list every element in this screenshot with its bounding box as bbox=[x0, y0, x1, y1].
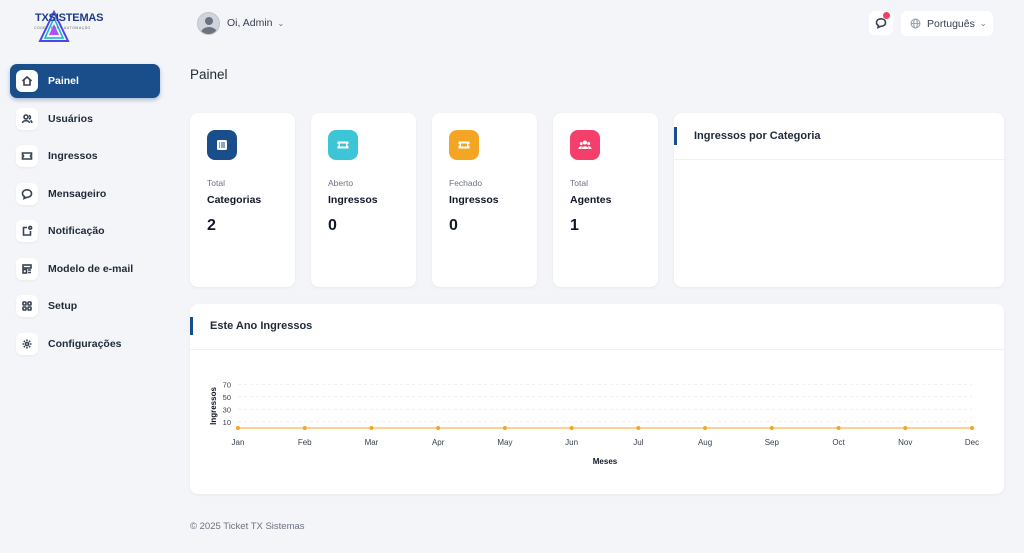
stat-card-categorias: Total Categorias 2 bbox=[190, 113, 295, 287]
globe-icon bbox=[910, 18, 921, 29]
sidebar-item-painel[interactable]: Painel bbox=[10, 64, 160, 98]
list-icon bbox=[207, 130, 237, 160]
divider bbox=[190, 349, 1004, 350]
divider bbox=[674, 159, 1004, 160]
stat-value: 1 bbox=[570, 217, 579, 234]
sidebar-item-label: Usuários bbox=[48, 112, 93, 125]
x-tick-label: Oct bbox=[832, 438, 845, 447]
grid-icon bbox=[16, 295, 38, 317]
x-tick-label: Nov bbox=[898, 438, 912, 447]
data-point bbox=[436, 426, 441, 430]
sidebar-item-label: Setup bbox=[48, 300, 78, 312]
x-tick-label: Jun bbox=[565, 438, 578, 447]
sidebar-item-label: Painel bbox=[48, 75, 79, 87]
sidebar-item-label: Configurações bbox=[48, 337, 122, 350]
brand-tagline: CODE · ERP · AUTOMAÇÃO bbox=[34, 26, 91, 30]
chat-icon bbox=[875, 17, 887, 29]
y-tick-label: 30 bbox=[223, 405, 231, 414]
language-label: Português bbox=[927, 17, 975, 30]
brand-name: TXSISTEMAS bbox=[35, 12, 104, 24]
data-point bbox=[302, 426, 307, 430]
ticket-icon bbox=[328, 130, 358, 160]
stat-name: Ingressos bbox=[449, 194, 499, 206]
sidebar: TXSISTEMAS CODE · ERP · AUTOMAÇÃO Painel… bbox=[0, 0, 170, 553]
home-icon bbox=[16, 70, 38, 92]
x-tick-label: Mar bbox=[365, 438, 379, 447]
data-point bbox=[903, 426, 908, 430]
x-tick-label: Jul bbox=[633, 438, 643, 447]
x-axis-label: Meses bbox=[593, 457, 618, 466]
stat-name: Ingressos bbox=[328, 194, 378, 206]
x-tick-label: Dec bbox=[965, 438, 979, 447]
users-icon bbox=[570, 130, 600, 160]
stat-name: Agentes bbox=[570, 194, 612, 206]
stat-card-ingressos-abertos: Aberto Ingressos 0 bbox=[311, 113, 416, 287]
sidebar-item-label: Notificação bbox=[48, 225, 105, 237]
sidebar-item-configuracoes[interactable]: Configurações bbox=[10, 327, 160, 361]
stat-caption: Fechado bbox=[449, 178, 483, 188]
stat-name: Categorias bbox=[207, 194, 262, 206]
sidebar-nav: Painel Usuários Ingressos Mensageiro Not… bbox=[10, 64, 160, 364]
x-tick-label: Sep bbox=[765, 438, 780, 447]
sidebar-item-label: Modelo de e-mail bbox=[48, 262, 134, 275]
notification-dot bbox=[883, 12, 890, 19]
users-icon bbox=[16, 107, 38, 130]
notification-icon bbox=[16, 220, 38, 242]
chat-button[interactable] bbox=[869, 11, 893, 35]
y-tick-label: 50 bbox=[223, 393, 231, 402]
data-point bbox=[769, 426, 774, 430]
message-icon bbox=[16, 182, 38, 205]
chevron-down-icon: ⌄ bbox=[979, 19, 987, 28]
sidebar-item-modelo-email[interactable]: Modelo de e-mail bbox=[10, 252, 160, 286]
data-point bbox=[836, 426, 841, 430]
data-point bbox=[502, 426, 507, 430]
sidebar-item-setup[interactable]: Setup bbox=[10, 289, 160, 323]
chevron-down-icon: ⌄ bbox=[277, 18, 285, 28]
stat-caption: Aberto bbox=[328, 178, 354, 188]
y-axis-label: Ingressos bbox=[209, 387, 218, 425]
stat-value: 2 bbox=[207, 217, 216, 234]
category-panel: Ingressos por Categoria bbox=[674, 113, 1004, 287]
x-tick-label: Apr bbox=[432, 438, 445, 447]
x-tick-label: Feb bbox=[298, 438, 312, 447]
stat-card-agentes: Total Agentes 1 bbox=[553, 113, 658, 287]
gear-icon bbox=[16, 332, 38, 355]
stat-caption: Total bbox=[570, 178, 588, 188]
data-point bbox=[236, 426, 240, 430]
avatar bbox=[197, 11, 220, 35]
x-tick-label: Aug bbox=[698, 438, 712, 447]
data-point bbox=[970, 426, 974, 430]
ticket-icon bbox=[449, 130, 479, 160]
stat-card-ingressos-fechados: Fechado Ingressos 0 bbox=[432, 113, 537, 287]
category-panel-title: Ingressos por Categoria bbox=[674, 127, 821, 145]
template-icon bbox=[16, 257, 38, 280]
y-tick-label: 70 bbox=[223, 380, 231, 389]
data-point bbox=[703, 426, 708, 430]
ticket-icon bbox=[16, 145, 38, 167]
sidebar-item-label: Mensageiro bbox=[48, 187, 107, 200]
sidebar-item-notificacao[interactable]: Notificação bbox=[10, 214, 160, 248]
year-panel: Este Ano Ingressos 10 30 50 70 Jan Feb Mar Apr M… bbox=[190, 304, 1004, 494]
y-tick-label: 10 bbox=[223, 418, 231, 427]
user-menu[interactable]: Oi, Admin ⌄ bbox=[197, 10, 284, 36]
brand-logo bbox=[38, 10, 70, 42]
stat-value: 0 bbox=[449, 217, 458, 234]
sidebar-item-usuarios[interactable]: Usuários bbox=[10, 102, 160, 136]
user-greeting: Oi, Admin bbox=[227, 17, 273, 29]
data-point bbox=[569, 426, 574, 430]
language-select[interactable]: Português ⌄ bbox=[901, 11, 993, 36]
tickets-line-chart: 10 30 50 70 Jan Feb Mar Apr May Jun Jul Aug Sep Oct No… bbox=[209, 380, 979, 466]
footer-copyright: © 2025 Ticket TX Sistemas bbox=[190, 521, 305, 532]
sidebar-item-ingressos[interactable]: Ingressos bbox=[10, 139, 160, 173]
sidebar-item-label: Ingressos bbox=[48, 150, 98, 162]
year-panel-title: Este Ano Ingressos bbox=[190, 317, 312, 335]
sidebar-item-mensageiro[interactable]: Mensageiro bbox=[10, 177, 160, 211]
stat-value: 0 bbox=[328, 217, 337, 234]
data-point bbox=[369, 426, 374, 430]
x-tick-label: Jan bbox=[232, 438, 245, 447]
data-point bbox=[636, 426, 641, 430]
page-title: Painel bbox=[190, 67, 228, 82]
x-tick-label: May bbox=[497, 438, 512, 447]
stat-caption: Total bbox=[207, 178, 225, 188]
